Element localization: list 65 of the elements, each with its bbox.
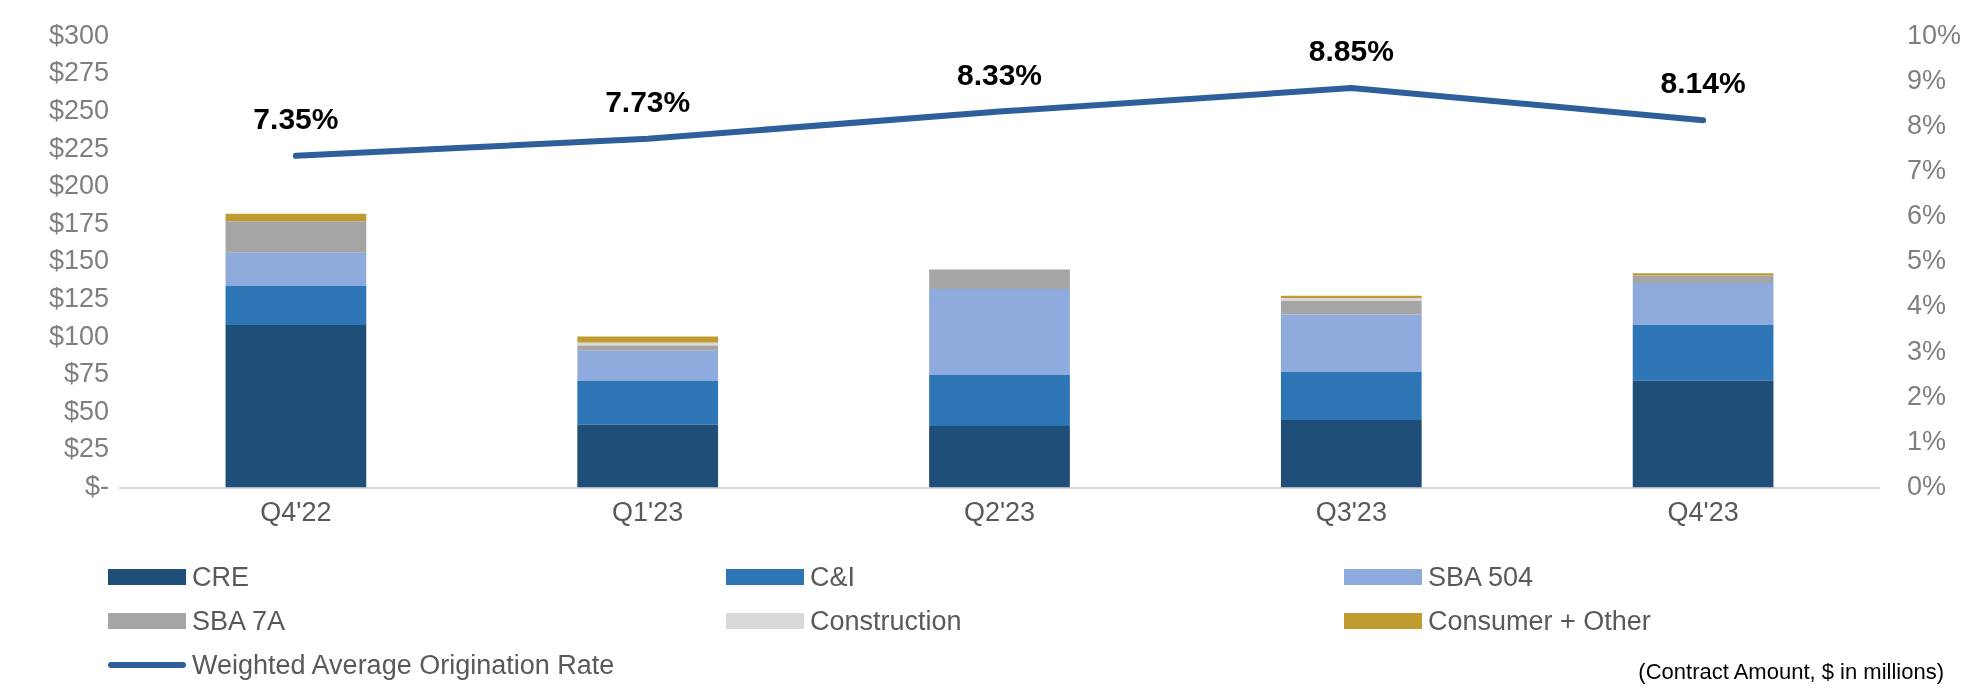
y-tick-label: $200 [48, 170, 109, 201]
x-tick-label: Q3'23 [1315, 497, 1387, 528]
y2-tick-label: 8% [1907, 109, 1947, 140]
bar [225, 252, 367, 286]
y-tick-label: $250 [48, 94, 109, 125]
y-tick-label: $300 [48, 19, 109, 50]
legend-label: Weighted Average Origination Rate [192, 649, 615, 681]
bar [1280, 298, 1422, 302]
data-label: 8.85% [1308, 34, 1394, 68]
bar [577, 345, 719, 351]
x-tick-label: Q4'22 [260, 497, 332, 528]
y2-tick-label: 10% [1907, 19, 1962, 50]
y-tick-label: $175 [48, 207, 109, 238]
bar [929, 425, 1070, 488]
y2-tick-label: 4% [1907, 290, 1947, 321]
y-tick-label: $275 [48, 57, 109, 88]
y-tick-label: $- [84, 471, 109, 502]
bar [225, 325, 367, 488]
y-tick-label: $225 [48, 132, 109, 163]
data-label: 7.35% [253, 102, 339, 136]
bar [225, 285, 367, 326]
bar [1632, 380, 1774, 488]
bar [577, 424, 719, 488]
legend-label: SBA 7A [192, 605, 286, 637]
y2-tick-label: 9% [1907, 64, 1947, 95]
x-tick-label: Q1'23 [612, 497, 684, 528]
bar [1632, 325, 1774, 381]
y2-tick-label: 5% [1907, 245, 1947, 276]
data-label: 7.73% [605, 84, 691, 118]
bar [1280, 371, 1422, 420]
y2-tick-label: 3% [1907, 335, 1947, 366]
bar [1280, 301, 1422, 315]
bar [225, 221, 367, 253]
bar [577, 380, 719, 425]
data-label: 8.33% [956, 57, 1043, 91]
text: (Contract Amount, $ in millions) [1638, 659, 1944, 685]
legend-label: C&I [810, 561, 856, 593]
bar [577, 350, 719, 381]
bar [225, 213, 367, 222]
y-tick-label: $75 [63, 358, 109, 389]
legend-label: Construction [810, 605, 962, 637]
y2-tick-label: 7% [1907, 155, 1947, 186]
bar [1632, 275, 1774, 283]
bar [577, 336, 719, 343]
y2-tick-label: 2% [1907, 380, 1947, 411]
x-tick-label: Q2'23 [963, 497, 1036, 528]
y2-tick-label: 6% [1907, 200, 1947, 231]
y-tick-label: $150 [48, 245, 109, 276]
legend-label: Consumer + Other [1428, 605, 1651, 637]
legend-label: SBA 504 [1428, 561, 1534, 593]
y-tick-label: $125 [48, 282, 109, 313]
bar [929, 374, 1070, 426]
bar [1632, 282, 1774, 326]
legend-label: CRE [192, 561, 250, 593]
bar [1280, 419, 1422, 488]
y-tick-label: $100 [48, 320, 109, 351]
data-label: 8.14% [1660, 66, 1746, 100]
bar [929, 288, 1070, 375]
y-tick-label: $50 [63, 395, 109, 426]
bar [929, 269, 1070, 289]
bar [1280, 314, 1422, 372]
y2-tick-label: 1% [1907, 425, 1947, 456]
y2-tick-label: 0% [1907, 471, 1947, 502]
y-tick-label: $25 [63, 433, 109, 464]
x-tick-label: Q4'23 [1667, 497, 1739, 528]
